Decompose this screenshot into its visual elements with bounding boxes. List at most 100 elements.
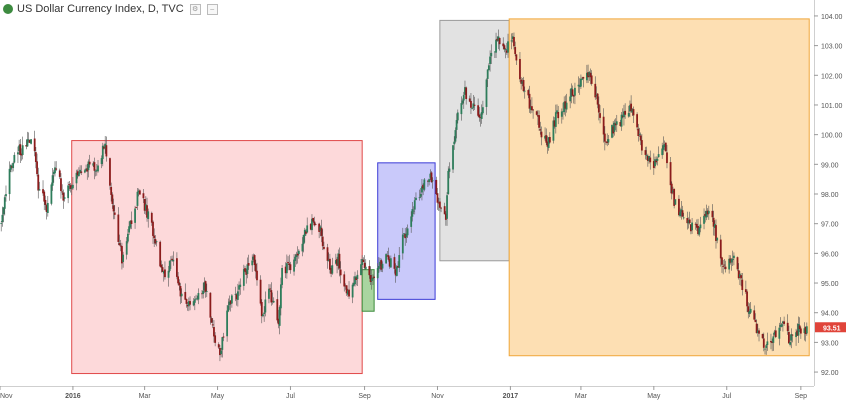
candle-body	[8, 168, 11, 195]
candle-body	[323, 246, 325, 249]
candle-body	[246, 264, 249, 275]
highlight-box-red[interactable]	[71, 140, 363, 375]
candle-body	[313, 221, 316, 226]
candle-body	[50, 184, 53, 204]
highlight-box-orange[interactable]	[508, 18, 810, 357]
candle-body	[271, 300, 274, 302]
candle-body	[415, 197, 417, 201]
candle-body	[159, 241, 162, 267]
candle-body	[797, 324, 800, 336]
candle-body	[129, 220, 132, 228]
candle-body	[637, 128, 640, 136]
candle-body	[754, 319, 757, 323]
candle-body	[228, 301, 231, 306]
candle-body	[640, 140, 643, 151]
candle-body	[679, 211, 682, 217]
candle-body	[755, 323, 758, 333]
candle-body	[673, 188, 676, 206]
candle-body	[787, 331, 790, 344]
candle-body	[515, 54, 518, 61]
highlight-box-gray[interactable]	[439, 19, 510, 262]
time-tick-label: May	[647, 393, 661, 400]
candle-body	[594, 83, 597, 98]
time-tick-label: 2016	[65, 393, 81, 400]
candle-body	[203, 282, 206, 291]
candle-body	[493, 51, 496, 53]
candle-body	[134, 208, 136, 223]
candle-body	[746, 291, 748, 307]
candle-body	[13, 154, 16, 163]
candle-body	[477, 105, 480, 116]
candle-body	[146, 205, 148, 218]
candle-body	[294, 256, 297, 261]
candle-body	[360, 264, 362, 276]
candle-body	[569, 96, 572, 102]
candle-body	[602, 116, 605, 135]
price-tick-label: 97.00	[821, 222, 839, 229]
highlight-box-green[interactable]	[361, 269, 375, 312]
candle-body	[599, 113, 601, 118]
candle-body	[95, 169, 98, 171]
candle-body	[279, 284, 282, 309]
candle-body	[36, 161, 38, 175]
candle-body	[242, 269, 245, 286]
time-tick-label: Mar	[139, 393, 152, 400]
candle-body	[805, 326, 808, 334]
candle-body	[230, 295, 233, 304]
candle-body	[260, 301, 263, 317]
candle-body	[201, 293, 203, 295]
candle-body	[789, 342, 791, 345]
candle-body	[480, 112, 483, 119]
candle-body	[652, 161, 655, 168]
candle-body	[369, 275, 372, 282]
candle-body	[111, 194, 114, 204]
candle-body	[83, 170, 86, 173]
candle-body	[361, 259, 364, 266]
candle-body	[698, 227, 701, 235]
candle-body	[93, 162, 96, 171]
candle-body	[562, 111, 564, 113]
candle-body	[176, 258, 178, 277]
candle-body	[489, 56, 491, 64]
last-price-badge: 93.51	[815, 322, 846, 333]
candle-body	[422, 184, 425, 189]
candle-body	[778, 327, 781, 339]
candle-body	[468, 98, 471, 102]
candle-body	[277, 318, 280, 325]
candle-body	[51, 175, 54, 186]
candle-series	[0, 29, 808, 362]
candle-body	[209, 292, 212, 318]
candle-body	[306, 225, 309, 233]
gear-icon[interactable]: ⚙	[189, 3, 201, 15]
candle-body	[513, 36, 515, 47]
candle-body	[295, 254, 298, 258]
candle-body	[281, 268, 283, 285]
candle-body	[43, 191, 46, 202]
price-axis[interactable]: 92.00 93.00 94.00 95.00 96.00 97.00 98.00 99.00…	[814, 0, 843, 386]
candle-body	[795, 332, 797, 338]
candle-body	[419, 193, 422, 197]
candle-body	[54, 167, 56, 174]
candle-body	[202, 290, 205, 295]
price-tick-label: 104.00	[821, 14, 843, 21]
candle-body	[192, 301, 195, 306]
candle-body	[448, 168, 451, 172]
candle-body	[619, 122, 622, 126]
candle-body	[236, 291, 239, 300]
candle-body	[741, 279, 744, 291]
candle-body	[189, 301, 191, 305]
candle-body	[103, 146, 105, 149]
candle-body	[293, 259, 295, 272]
time-axis[interactable]: Nov 2016 Mar May Jul Sep Nov 2017 Mar May Jul Sep	[0, 386, 814, 400]
candle-body	[553, 120, 556, 127]
candle-body	[715, 225, 717, 241]
candle-body	[86, 168, 89, 172]
candle-body	[437, 202, 440, 204]
candle-body	[473, 104, 476, 106]
candle-body	[164, 269, 166, 278]
candle-body	[92, 163, 95, 166]
candle-body	[346, 290, 349, 295]
candle-body	[464, 87, 466, 95]
minimize-icon[interactable]: –	[206, 3, 218, 15]
